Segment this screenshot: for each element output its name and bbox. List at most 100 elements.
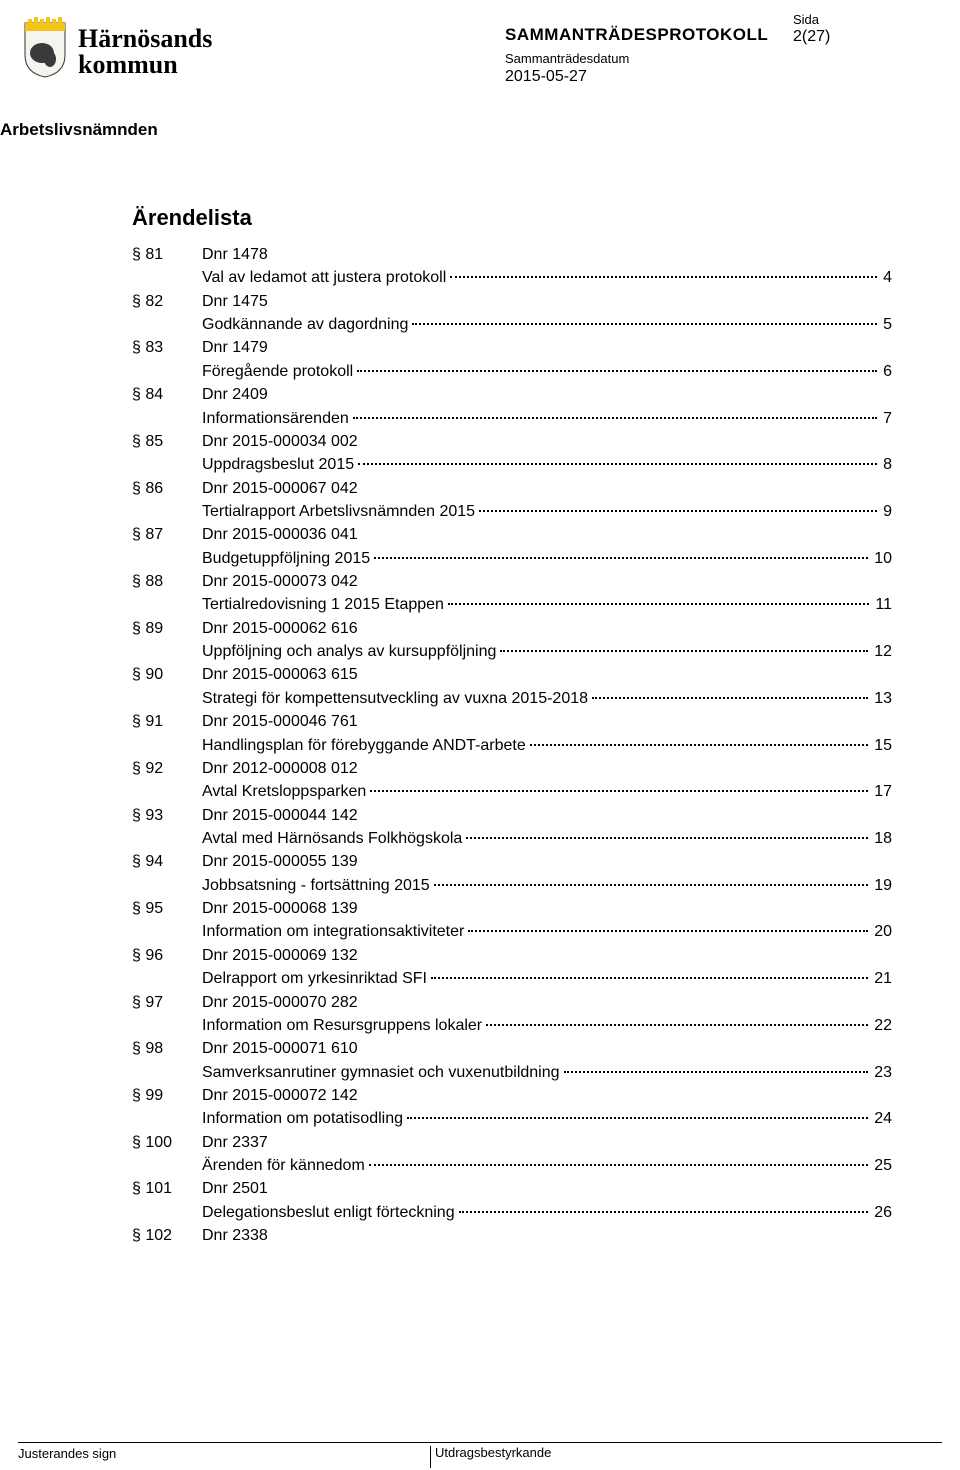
toc-paragraph: § 97 [132,991,202,1014]
toc-paragraph: § 87 [132,523,202,546]
toc-row: § 93Dnr 2015-000044 142Avtal med Härnösa… [132,804,892,851]
toc-title: Ärendelista [132,205,892,231]
toc-item-page: 8 [881,453,892,476]
toc-row: § 81Dnr 1478Val av ledamot att justera p… [132,243,892,290]
toc-item-title: Godkännande av dagordning [202,313,408,336]
toc-item-title: Uppföljning och analys av kursuppföljnin… [202,640,496,663]
toc-item-title: Delegationsbeslut enligt förteckning [202,1201,455,1224]
toc-row: § 95Dnr 2015-000068 139Information om in… [132,897,892,944]
page: Härnösands kommun SAMMANTRÄDESPROTOKOLL … [0,0,960,1470]
toc-leader-dots [370,790,868,792]
toc-paragraph: § 86 [132,477,202,500]
footer-attest-label: Utdragsbestyrkande [430,1446,551,1468]
toc-row: § 82Dnr 1475Godkännande av dagordning 5 [132,290,892,337]
toc-dnr: Dnr 1475 [202,290,268,313]
header-right: SAMMANTRÄDESPROTOKOLL Sammanträdesdatum … [505,25,925,86]
toc-leader-dots [353,417,877,419]
toc-leader-dots [479,510,877,512]
toc-item-title: Samverksanrutiner gymnasiet och vuxenutb… [202,1061,560,1084]
toc-item-title: Tertialrapport Arbetslivsnämnden 2015 [202,500,475,523]
toc-item-title: Budgetuppföljning 2015 [202,547,370,570]
toc-paragraph: § 100 [132,1131,202,1154]
toc-row: § 89Dnr 2015-000062 616Uppföljning och a… [132,617,892,664]
toc-item-page: 11 [873,593,892,616]
toc-paragraph: § 102 [132,1224,202,1247]
toc-list: § 81Dnr 1478Val av ledamot att justera p… [132,243,892,1247]
municipality-logo: Härnösands kommun [20,15,270,85]
footer-divider [18,1442,942,1443]
toc-leader-dots [564,1071,869,1073]
toc-item-title: Strategi för kompettensutveckling av vux… [202,687,588,710]
toc-item-title: Avtal Kretsloppsparken [202,780,366,803]
toc-leader-dots [431,977,868,979]
toc-row: § 91Dnr 2015-000046 761Handlingsplan för… [132,710,892,757]
toc-dnr: Dnr 2015-000062 616 [202,617,358,640]
toc-leader-dots [369,1164,868,1166]
toc-paragraph: § 85 [132,430,202,453]
protocol-title: SAMMANTRÄDESPROTOKOLL [505,25,925,45]
meeting-date-value: 2015-05-27 [505,68,925,86]
toc-dnr: Dnr 2501 [202,1177,268,1200]
toc-dnr: Dnr 2338 [202,1224,268,1247]
toc-leader-dots [448,603,869,605]
toc-dnr: Dnr 2015-000046 761 [202,710,358,733]
toc-item-title: Tertialredovisning 1 2015 Etappen [202,593,444,616]
committee-name: Arbetslivsnämnden [0,120,158,140]
toc-leader-dots [530,744,868,746]
toc-paragraph: § 92 [132,757,202,780]
toc-row: § 96Dnr 2015-000069 132Delrapport om yrk… [132,944,892,991]
toc-paragraph: § 91 [132,710,202,733]
toc-item-page: 13 [872,687,892,710]
toc-item-page: 23 [872,1061,892,1084]
body: Ärendelista § 81Dnr 1478Val av ledamot a… [132,205,892,1247]
toc-row: § 83Dnr 1479Föregående protokoll6 [132,336,892,383]
toc-row: § 90Dnr 2015-000063 615Strategi för komp… [132,663,892,710]
toc-leader-dots [412,323,877,325]
logo-text-top: Härnösands [78,24,212,53]
toc-item-page: 4 [881,266,892,289]
toc-item-title: Handlingsplan för förebyggande ANDT-arbe… [202,734,526,757]
toc-row: § 84Dnr 2409Informationsärenden7 [132,383,892,430]
toc-row: § 97Dnr 2015-000070 282Information om Re… [132,991,892,1038]
toc-item-page: 9 [881,500,892,523]
toc-item-title: Jobbsatsning - fortsättning 2015 [202,874,430,897]
toc-row: § 87Dnr 2015-000036 041Budgetuppföljning… [132,523,892,570]
toc-paragraph: § 98 [132,1037,202,1060]
toc-dnr: Dnr 2015-000069 132 [202,944,358,967]
toc-row: § 99Dnr 2015-000072 142Information om po… [132,1084,892,1131]
toc-item-title: Val av ledamot att justera protokoll [202,266,446,289]
toc-item-title: Uppdragsbeslut 2015 [202,453,354,476]
toc-dnr: Dnr 2015-000071 610 [202,1037,358,1060]
toc-paragraph: § 89 [132,617,202,640]
toc-leader-dots [592,697,868,699]
toc-item-page: 7 [881,407,892,430]
toc-item-page: 6 [881,360,892,383]
footer-sign-label: Justerandes sign [18,1446,116,1461]
toc-item-page: 12 [872,640,892,663]
toc-paragraph: § 82 [132,290,202,313]
toc-paragraph: § 93 [132,804,202,827]
toc-leader-dots [466,837,868,839]
toc-leader-dots [374,557,868,559]
toc-paragraph: § 84 [132,383,202,406]
toc-row: § 100Dnr 2337Ärenden för kännedom25 [132,1131,892,1178]
toc-row: § 102Dnr 2338 [132,1224,892,1247]
toc-item-page: 25 [872,1154,892,1177]
toc-dnr: Dnr 2015-000072 142 [202,1084,358,1107]
toc-row: § 98Dnr 2015-000071 610Samverksanrutiner… [132,1037,892,1084]
toc-dnr: Dnr 2015-000067 042 [202,477,358,500]
toc-item-page: 5 [881,313,892,336]
toc-item-title: Föregående protokoll [202,360,353,383]
logo-text-bottom: kommun [78,50,178,79]
toc-item-page: 10 [872,547,892,570]
toc-item-page: 21 [872,967,892,990]
toc-leader-dots [459,1211,869,1213]
toc-dnr: Dnr 2337 [202,1131,268,1154]
toc-paragraph: § 94 [132,850,202,873]
toc-row: § 85Dnr 2015-000034 002Uppdragsbeslut 20… [132,430,892,477]
toc-item-title: Information om potatisodling [202,1107,403,1130]
toc-dnr: Dnr 2409 [202,383,268,406]
toc-dnr: Dnr 2015-000070 282 [202,991,358,1014]
toc-paragraph: § 88 [132,570,202,593]
toc-item-page: 20 [872,920,892,943]
